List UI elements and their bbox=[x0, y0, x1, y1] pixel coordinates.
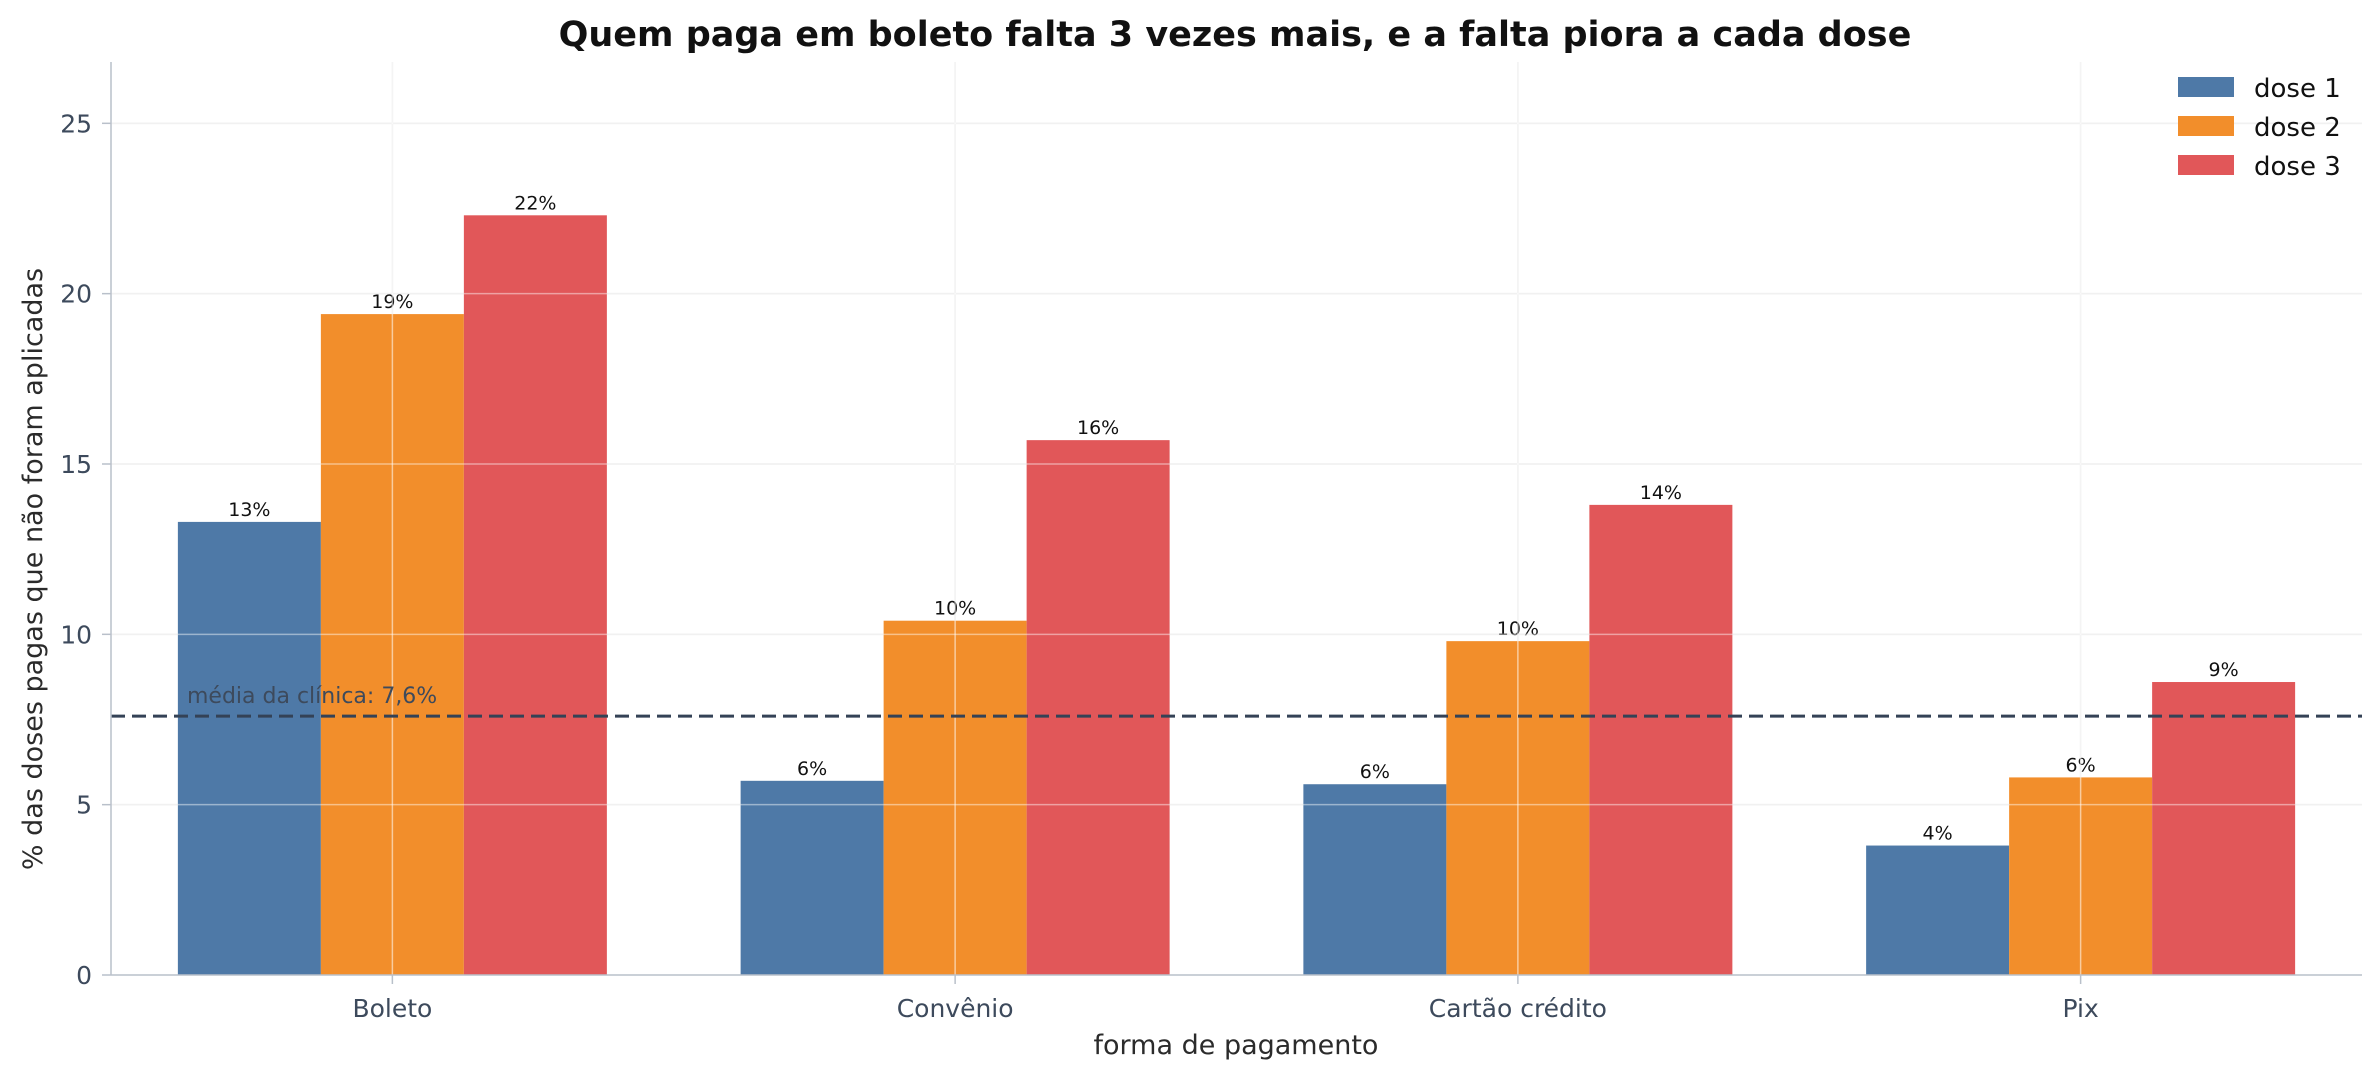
legend-swatch bbox=[2178, 77, 2234, 97]
bar-dose-1 bbox=[740, 780, 884, 975]
chart-title: Quem paga em boleto falta 3 vezes mais, … bbox=[559, 15, 1912, 55]
y-tick-label: 10 bbox=[60, 620, 92, 649]
bar-dose-1 bbox=[1866, 845, 2010, 975]
bar-value-label: 6% bbox=[797, 758, 827, 780]
legend: dose 1 dose 2 dose 3 bbox=[2178, 74, 2341, 182]
y-axis-title: % das doses pagas que não foram aplicada… bbox=[18, 268, 49, 870]
bar-dose-3 bbox=[1026, 440, 1170, 975]
y-tick-label: 15 bbox=[60, 450, 92, 479]
y-tick-label: 5 bbox=[76, 791, 92, 820]
legend-label: dose 1 bbox=[2254, 74, 2341, 104]
y-tick-label: 20 bbox=[60, 280, 92, 309]
bar-value-label: 16% bbox=[1077, 417, 1119, 439]
bar-value-label: 9% bbox=[2209, 659, 2239, 681]
bar-dose-1 bbox=[1303, 784, 1447, 975]
bar-dose-3 bbox=[1589, 504, 1733, 975]
reference-line: média da clínica: 7,6% bbox=[111, 684, 2362, 718]
x-tick-label: Boleto bbox=[352, 994, 432, 1023]
x-tick-label: Convênio bbox=[897, 994, 1014, 1023]
legend-swatch bbox=[2178, 116, 2234, 136]
legend-swatch bbox=[2178, 155, 2234, 175]
bar-dose-3 bbox=[463, 215, 607, 975]
legend-label: dose 2 bbox=[2254, 113, 2341, 143]
x-tick-label: Pix bbox=[2062, 994, 2098, 1023]
bar-value-label: 6% bbox=[1360, 761, 1390, 783]
bar-value-label: 14% bbox=[1640, 482, 1682, 504]
x-axis-title: forma de pagamento bbox=[1094, 1030, 1379, 1061]
bar-value-label: 22% bbox=[514, 192, 556, 214]
x-tick-label: Cartão crédito bbox=[1429, 994, 1607, 1023]
legend-label: dose 3 bbox=[2254, 152, 2341, 182]
bar-value-label: 4% bbox=[1923, 823, 1953, 845]
bars: 13%19%22%6%10%16%6%10%14%4%6%9% bbox=[111, 62, 2362, 975]
bar-dose-3 bbox=[2152, 682, 2296, 975]
reference-line-label: média da clínica: 7,6% bbox=[187, 684, 437, 709]
bar-dose-1 bbox=[177, 521, 321, 975]
y-tick-label: 25 bbox=[60, 109, 92, 138]
y-tick-label: 0 bbox=[76, 961, 92, 990]
axes: 0 5 10 15 20 25 Boleto Convênio Cartão crédito Pi… bbox=[60, 62, 2362, 1023]
bar-value-label: 13% bbox=[228, 499, 270, 521]
